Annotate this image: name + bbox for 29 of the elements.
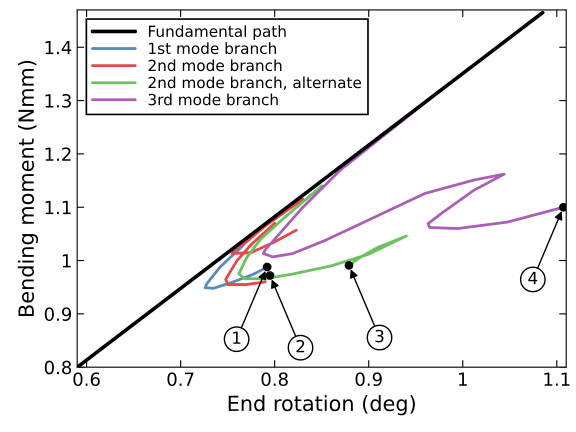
annotation: 1 <box>233 332 240 344</box>
y-axis-title: Bending moment (Nmm) <box>18 60 38 316</box>
annotation: 3 <box>375 330 384 342</box>
legend-label: 1st mode branch <box>149 42 276 54</box>
point <box>262 262 272 272</box>
x-tick-label: 0.9 <box>356 372 382 386</box>
line-series <box>238 184 408 280</box>
legend-label: 2nd mode branch <box>148 59 282 72</box>
x-tick-label: 0.6 <box>73 372 100 386</box>
point <box>559 202 566 212</box>
point <box>266 271 274 280</box>
y-tick-label: 0.8 <box>44 360 72 374</box>
x-tick-label: 0.8 <box>262 372 288 386</box>
x-tick-label: 0.7 <box>167 372 194 386</box>
y-tick-label: 1.2 <box>46 147 71 161</box>
x-tick-label: 1 <box>459 372 467 386</box>
y-tick-label: 1 <box>62 254 71 268</box>
y-tick-label: 0.9 <box>44 307 72 321</box>
y-tick-label: 1.1 <box>46 200 71 214</box>
point <box>344 260 354 270</box>
annotation: 4 <box>528 272 538 284</box>
y-tick-label: 1.3 <box>46 94 71 108</box>
y-tick-label: 1.4 <box>46 40 72 54</box>
legend-label: Fundamental path <box>148 25 286 40</box>
x-tick-label: 1.1 <box>544 372 570 386</box>
annotation: 2 <box>296 340 304 352</box>
legend-label: 2nd mode branch, alternate <box>148 76 362 90</box>
x-axis-title: End rotation (deg) <box>228 395 415 416</box>
legend-label: 3rd mode branch <box>148 94 278 106</box>
